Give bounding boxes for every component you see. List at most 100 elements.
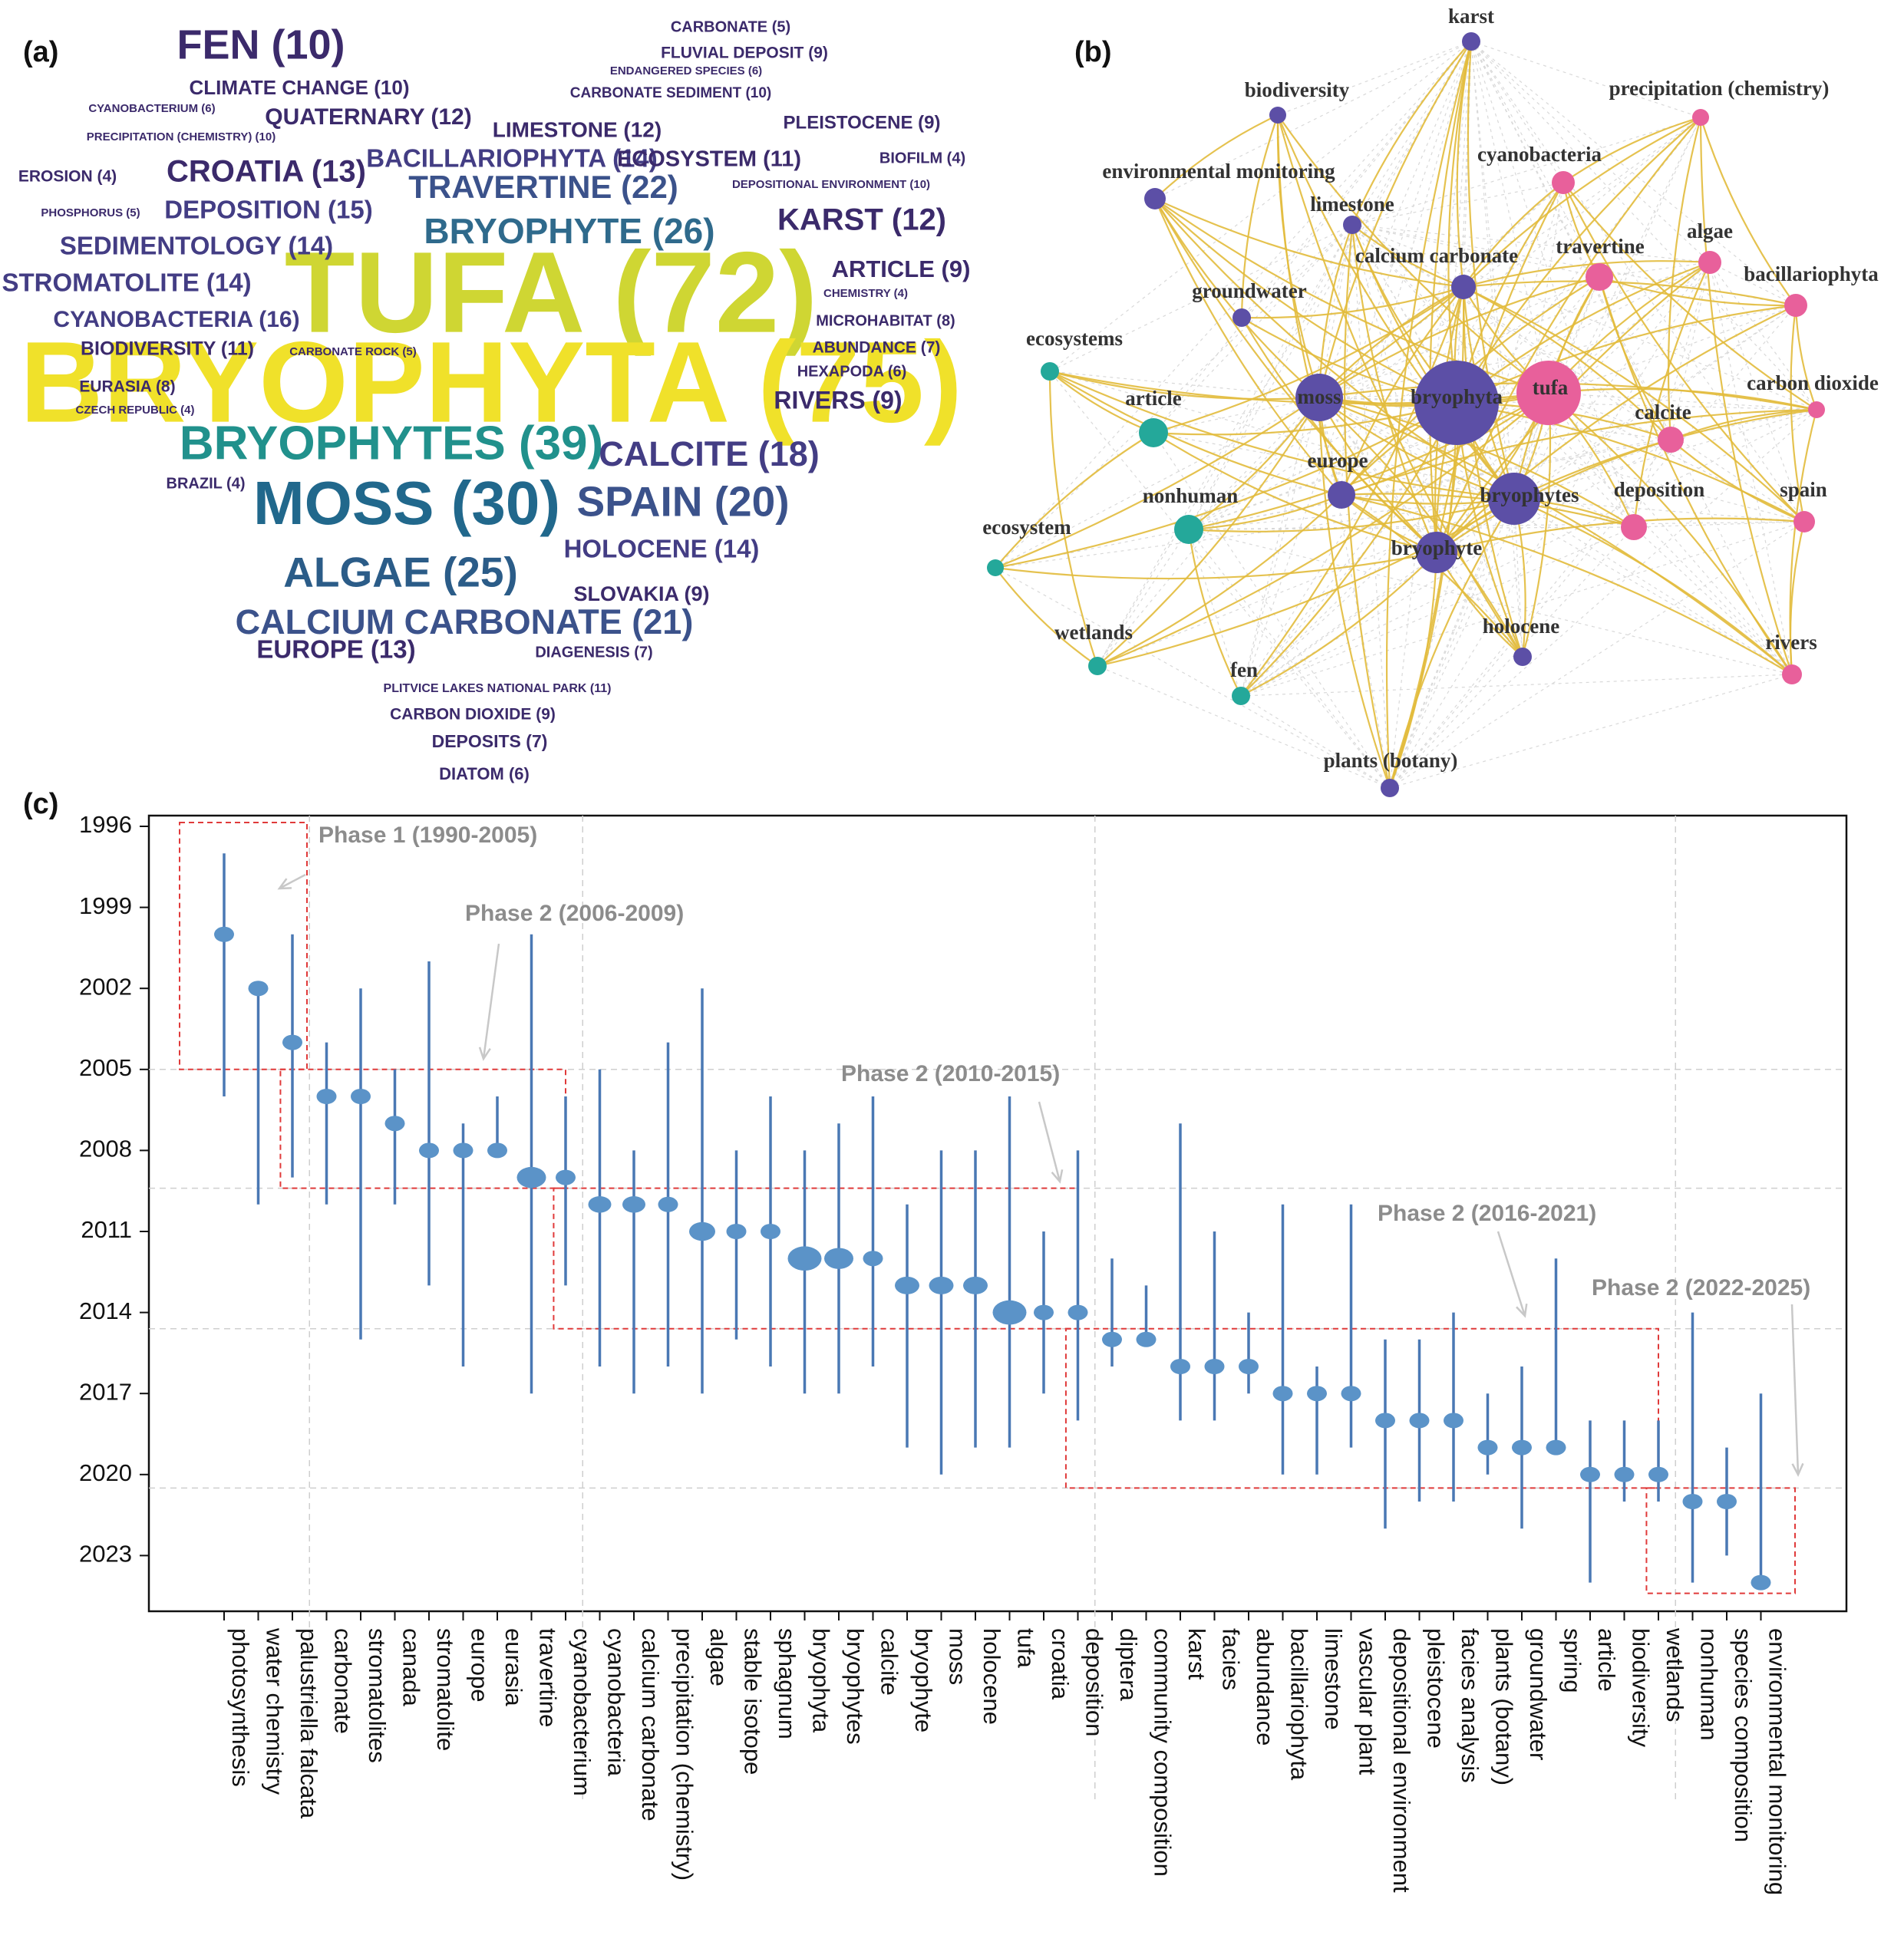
network-edges xyxy=(995,41,1818,789)
network-background-edge xyxy=(1470,41,1549,394)
network-edge xyxy=(1670,439,1805,523)
network-labels: karst biodiversity environmental monitorin… xyxy=(982,5,1879,772)
x-tick-label: eurasia xyxy=(500,1628,527,1706)
cloud-word-limestone-12: LIMESTONE (12) xyxy=(493,117,662,141)
peak-dot xyxy=(726,1224,747,1239)
network-background-edge xyxy=(1240,41,1472,697)
phase-label: Phase 2 (2010-2015) xyxy=(841,1061,1060,1086)
network-background-edge xyxy=(1351,224,1711,263)
network-background-edge xyxy=(1470,41,1797,306)
phase-box xyxy=(179,822,308,1070)
network-edge xyxy=(1513,497,1793,675)
peak-dot xyxy=(1204,1359,1225,1374)
network-nodes xyxy=(987,32,1825,797)
network-background-edge xyxy=(1240,526,1635,697)
network-background-edge xyxy=(1436,41,1472,553)
cloud-word-stromatolite-14: STROMATOLITE (14) xyxy=(2,269,251,297)
network-edge xyxy=(1667,117,1702,440)
timeline-item-karst: karst xyxy=(1170,1123,1210,1680)
network-background-edge xyxy=(1188,276,1600,530)
timeline-item-canada: canada xyxy=(384,1069,425,1706)
network-edge xyxy=(1598,276,1793,675)
cloud-word-holocene-14: HOLOCENE (14) xyxy=(564,535,760,563)
x-tick-label: cyanobacterium xyxy=(569,1628,596,1796)
cloud-word-czech-republic-4: CZECH REPUBLIC (4) xyxy=(75,404,194,417)
peak-dot xyxy=(1170,1359,1190,1374)
y-tick-label: 2017 xyxy=(79,1378,132,1405)
x-tick-label: abundance xyxy=(1252,1628,1279,1746)
phase-arrow-line xyxy=(482,943,500,1060)
x-tick-label: holocene xyxy=(978,1628,1005,1725)
cloud-word-moss-30: MOSS (30) xyxy=(253,469,560,537)
peak-dot xyxy=(1102,1331,1122,1347)
x-tick-label: europe xyxy=(467,1628,493,1703)
network-label-nonhuman: nonhuman xyxy=(1143,484,1239,507)
phase-label: Phase 2 (2022-2025) xyxy=(1592,1275,1810,1301)
peak-dot xyxy=(1034,1304,1054,1320)
network-edge xyxy=(1154,198,1320,398)
network-edge xyxy=(1463,117,1701,288)
peak-dot xyxy=(1614,1466,1635,1482)
network-background-edge xyxy=(1351,182,1564,226)
network-background-edge xyxy=(1389,521,1805,789)
timeline-item-europe: europe xyxy=(453,1123,493,1703)
network-edge xyxy=(1241,285,1464,319)
phase-box xyxy=(1645,1487,1797,1594)
peak-dot xyxy=(1546,1439,1566,1456)
cloud-word-bacillariophyta-14: BACILLARIOPHYTA (14) xyxy=(366,144,658,173)
peak-dot xyxy=(1682,1494,1703,1509)
network-background-edge xyxy=(1351,224,1793,675)
x-tick-label: bacillariophyta xyxy=(1286,1628,1313,1781)
network-label-environmental-monitoring: environmental monitoring xyxy=(1102,160,1335,183)
network-background-edge xyxy=(1188,439,1671,530)
x-tick-label: karst xyxy=(1183,1628,1210,1680)
network-node-travertine xyxy=(1586,263,1613,291)
network-label-wetlands: wetlands xyxy=(1054,621,1133,644)
phase-arrow-line xyxy=(279,873,306,890)
network-edge xyxy=(1463,280,1797,307)
network-background-edge xyxy=(1241,224,1353,318)
x-tick-label: species composition xyxy=(1730,1628,1757,1842)
cloud-word-precipitation-chemistry-10: PRECIPITATION (CHEMISTRY) (10) xyxy=(87,130,276,143)
cloud-word-algae-25: ALGAE (25) xyxy=(283,549,518,596)
cloud-word-carbonate-sediment-10: CARBONATE SEDIMENT (10) xyxy=(570,85,772,101)
network-background-edge xyxy=(1351,224,1549,394)
timeline-item-photosynthesis: photosynthesis xyxy=(214,853,254,1787)
network-label-europe: europe xyxy=(1308,449,1368,472)
network-background-edge xyxy=(1389,526,1635,789)
network-edge xyxy=(1562,116,1701,183)
network-edge xyxy=(1154,198,1437,553)
timeline-item-bryophyte: bryophyte xyxy=(895,1204,937,1732)
cloud-word-cyanobacteria-16: CYANOBACTERIA (16) xyxy=(53,307,299,332)
y-tick-label: 2005 xyxy=(79,1054,132,1081)
network-edge xyxy=(1521,392,1552,658)
network-background-edge xyxy=(1241,41,1472,318)
peak-dot xyxy=(1409,1413,1430,1429)
peak-dot xyxy=(689,1221,715,1241)
network-edge xyxy=(1436,517,1805,554)
peak-dot xyxy=(1512,1439,1532,1456)
network-edge xyxy=(1049,370,1320,401)
cloud-word-brazil-4: BRAZIL (4) xyxy=(167,475,246,492)
peak-dot xyxy=(1239,1359,1259,1374)
cloud-word-endangered-species-6: ENDANGERED SPECIES (6) xyxy=(610,64,762,77)
network-edge xyxy=(1456,41,1473,288)
x-tick-label: moss xyxy=(945,1628,972,1685)
network-label-carbon-dioxide: carbon dioxide xyxy=(1747,371,1879,394)
network-background-edge xyxy=(1188,498,1515,530)
cloud-word-slovakia-9: SLOVAKIA (9) xyxy=(573,582,709,605)
peak-dot xyxy=(1067,1304,1088,1320)
network-background-edge xyxy=(1240,674,1793,697)
cloud-word-sedimentology-14: SEDIMENTOLOGY (14) xyxy=(60,232,333,260)
timeline-item-stromatolite: stromatolite xyxy=(419,961,459,1751)
network-label-karst: karst xyxy=(1448,5,1494,28)
x-tick-label: bryophytes xyxy=(842,1628,869,1745)
network-edge xyxy=(1276,114,1523,658)
network-edge xyxy=(1048,371,1099,667)
network-background-edge xyxy=(1470,41,1793,675)
network-background-edge xyxy=(1318,397,1515,499)
network-background-edge xyxy=(1709,262,1805,523)
cloud-word-calcite-18: CALCITE (18) xyxy=(599,434,820,473)
x-tick-label: spring xyxy=(1559,1628,1586,1693)
x-tick-label: biodiversity xyxy=(1628,1628,1655,1748)
